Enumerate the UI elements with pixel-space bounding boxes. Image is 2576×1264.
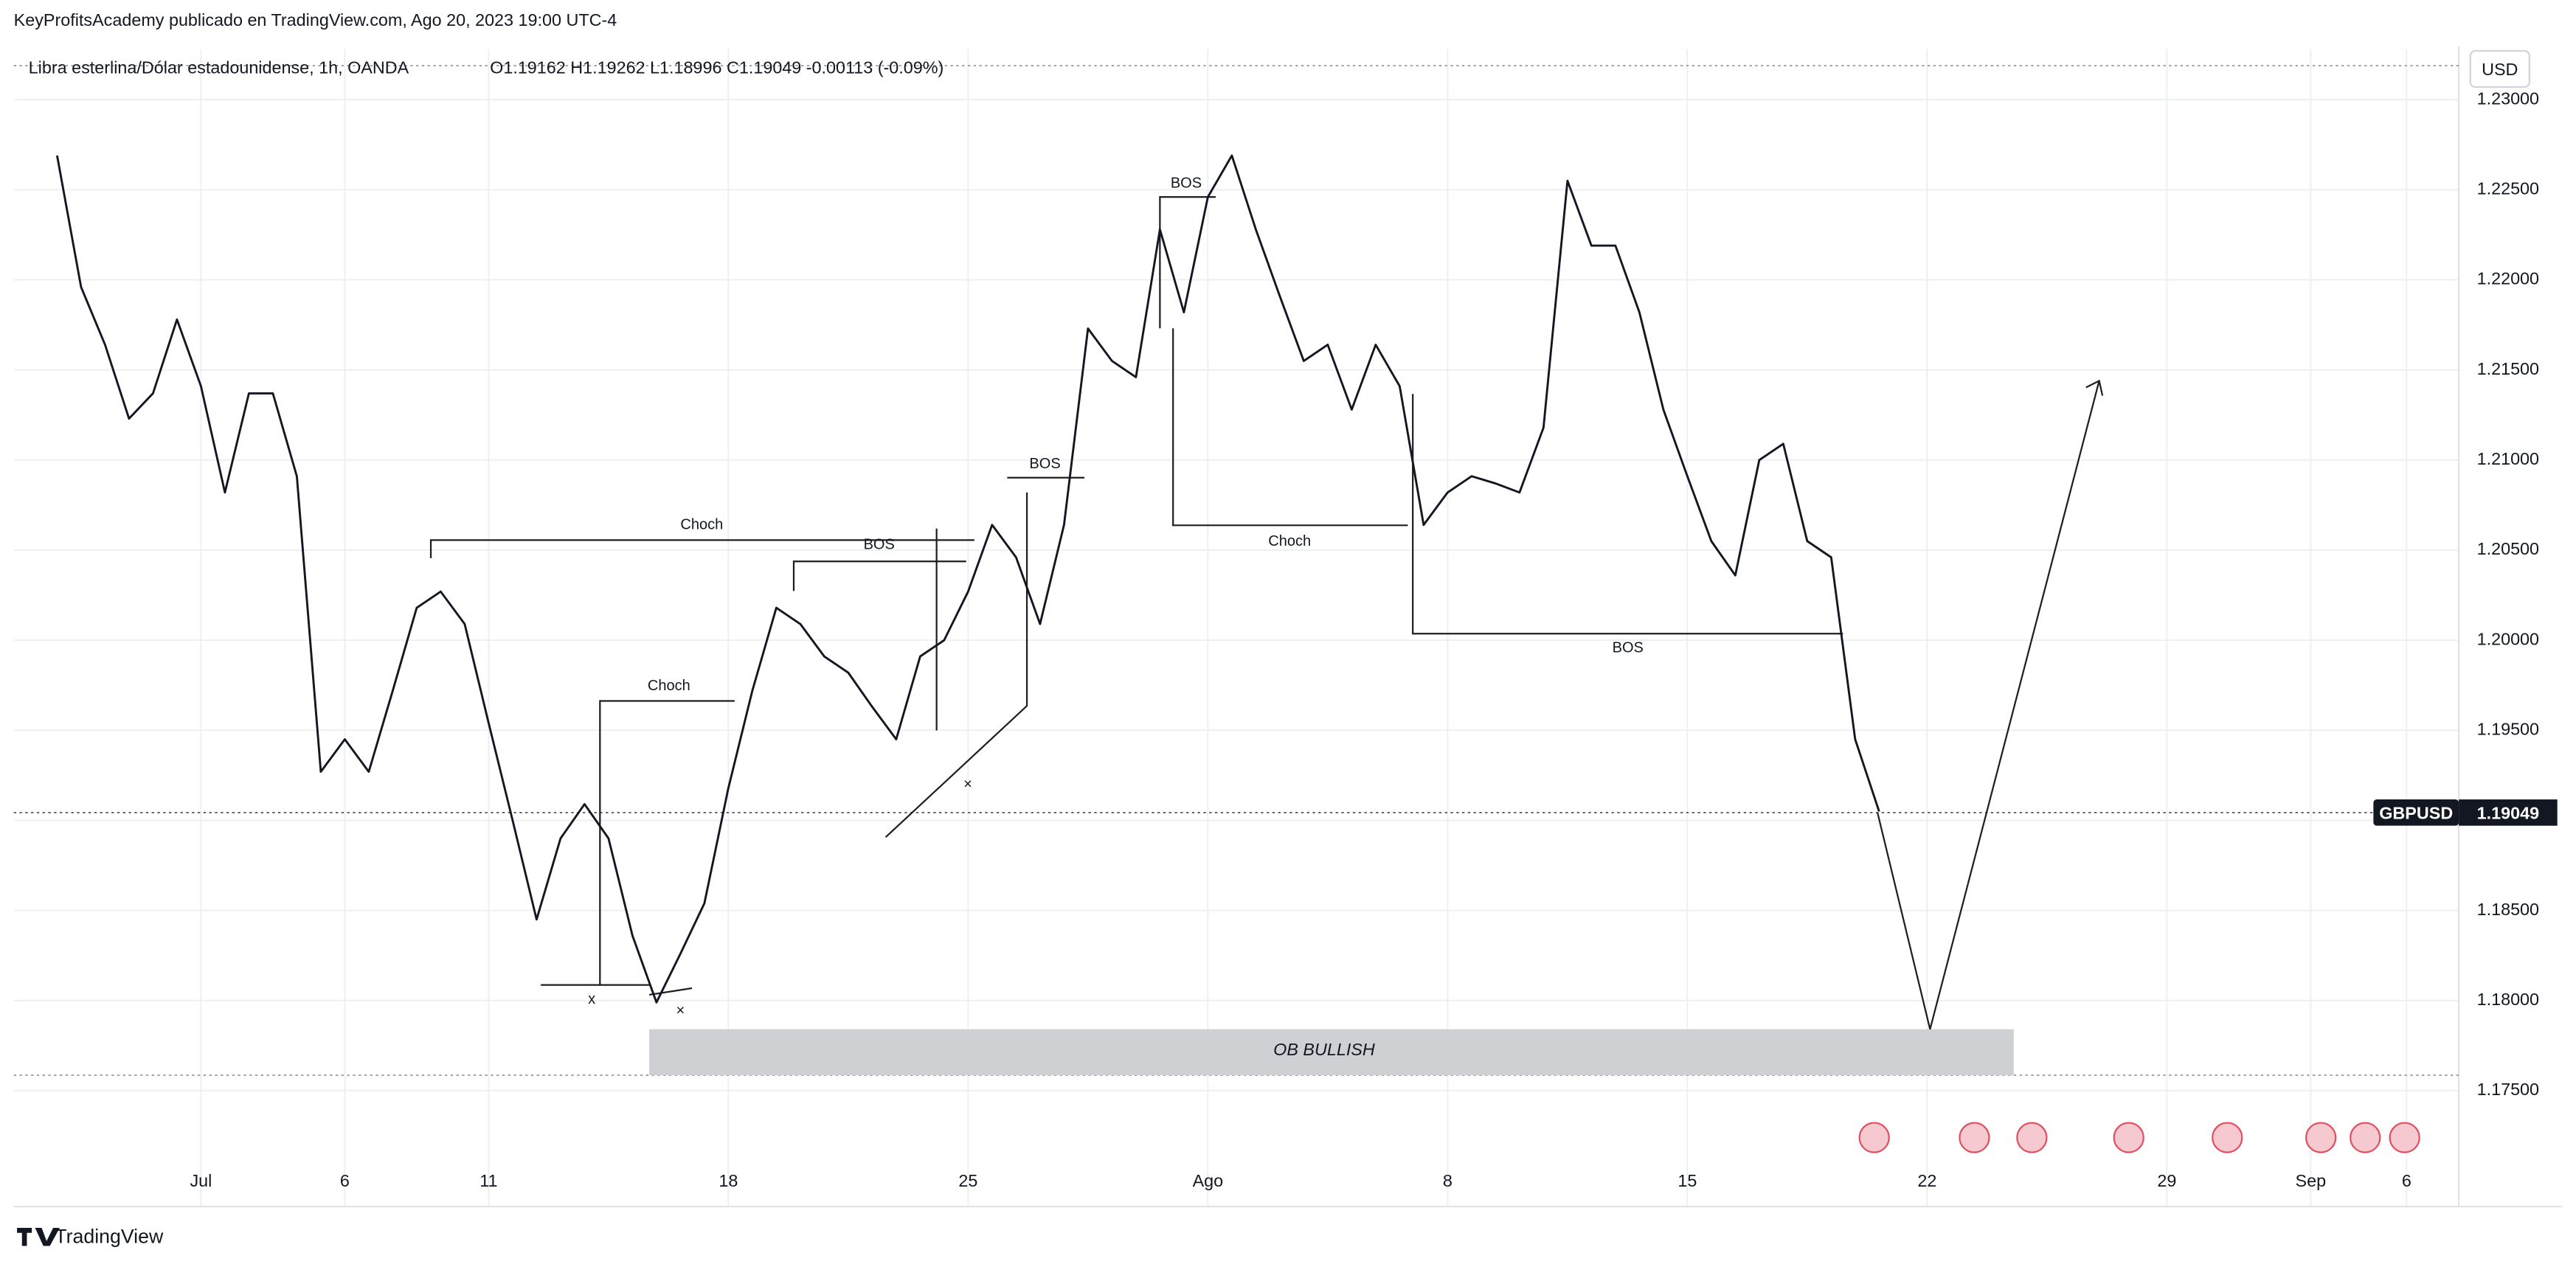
annotation-label: Choch	[1268, 533, 1311, 549]
grid-layer: 1.175001.180001.185001.190001.195001.200…	[13, 49, 2539, 1207]
annotation-line	[1412, 394, 1843, 635]
y-tick-label: 1.21500	[2477, 359, 2539, 378]
event-icons	[1858, 1122, 2420, 1153]
y-tick-label: 1.21000	[2477, 449, 2539, 468]
annotation-label: Choch	[648, 678, 690, 694]
x-tick-label: 18	[719, 1171, 738, 1190]
annotation-label: ×	[963, 776, 972, 792]
x-tick-label: Ago	[1193, 1171, 1224, 1190]
annotation-line	[884, 492, 1028, 838]
x-tick-label: Sep	[2296, 1171, 2327, 1190]
y-tick-label: 1.22000	[2477, 269, 2539, 288]
price-tag-label: 1.19049	[2477, 803, 2539, 822]
ob-zone	[649, 1029, 2014, 1076]
currency-button[interactable]	[2469, 49, 2530, 88]
annotation-label: BOS	[1171, 176, 1202, 192]
event-icon	[2389, 1122, 2420, 1153]
annotation-label: Choch	[680, 517, 723, 533]
annotation-label: ×	[676, 1002, 685, 1018]
publisher-line: KeyProfitsAcademy publicado en TradingVi…	[14, 10, 617, 29]
event-icon	[1959, 1122, 1990, 1153]
x-tick-label: Jul	[190, 1171, 212, 1190]
event-icon	[2212, 1122, 2243, 1153]
event-icon	[2113, 1122, 2144, 1153]
event-icon	[2305, 1122, 2337, 1153]
symbol-title: Libra esterlina/Dólar estadounidense, 1h…	[29, 58, 409, 77]
x-tick-label: 6	[2402, 1171, 2411, 1190]
annotation-label: x	[588, 991, 595, 1007]
event-icon	[2350, 1122, 2381, 1153]
currency-button-label[interactable]: USD	[2482, 60, 2518, 79]
x-tick-label: 22	[1917, 1171, 1936, 1190]
annotation-line	[429, 539, 974, 558]
y-tick-label: 1.22500	[2477, 179, 2539, 198]
projection-path	[1877, 381, 2100, 1029]
annotation-line	[1172, 328, 1408, 527]
y-tick-label: 1.20000	[2477, 629, 2539, 648]
projection-arrowhead	[2085, 379, 2104, 396]
x-tick-label: 15	[1677, 1171, 1697, 1190]
x-tick-label: 11	[479, 1171, 497, 1190]
annotation-label: BOS	[1029, 456, 1060, 472]
y-tick-label: 1.18000	[2477, 990, 2539, 1009]
event-icon	[2016, 1122, 2048, 1153]
annotation-line	[792, 560, 966, 591]
annotation-label: OB BULLISH	[1273, 1040, 1375, 1059]
annotation-labels: Choch BOS Choch x × × BOS BOS Choch BOS OB BULLISH	[588, 176, 1644, 1059]
annotation-line	[648, 987, 693, 996]
symbol-tag	[2373, 799, 2459, 826]
x-tick-label: 25	[958, 1171, 977, 1190]
brand-name: TradingView	[55, 1225, 164, 1247]
price-tag	[2459, 799, 2558, 826]
x-tick-label: 8	[1443, 1171, 1453, 1190]
symbol-tag-label: GBPUSD	[2379, 803, 2453, 822]
annotation-label: BOS	[1613, 640, 1644, 656]
y-tick-label: 1.23000	[2477, 88, 2539, 108]
annotation-lines	[429, 196, 2104, 1029]
y-tick-label: 1.18500	[2477, 900, 2539, 919]
y-tick-label: 1.20500	[2477, 539, 2539, 558]
brand-logo	[17, 1228, 60, 1246]
y-tick-label: 1.17500	[2477, 1080, 2539, 1099]
annotation-line	[1159, 196, 1216, 329]
x-tick-label: 29	[2157, 1171, 2176, 1190]
event-icon	[1858, 1122, 1890, 1153]
x-tick-label: 6	[340, 1171, 350, 1190]
annotation-line	[599, 700, 735, 985]
y-tick-label: 1.19500	[2477, 719, 2539, 738]
series-layer	[55, 154, 1880, 1004]
ohlc-values: O1.19162 H1.19262 L1.18996 C1.19049 -0.0…	[490, 58, 944, 77]
price-line	[55, 154, 1880, 1004]
annotation-label: BOS	[864, 536, 895, 552]
